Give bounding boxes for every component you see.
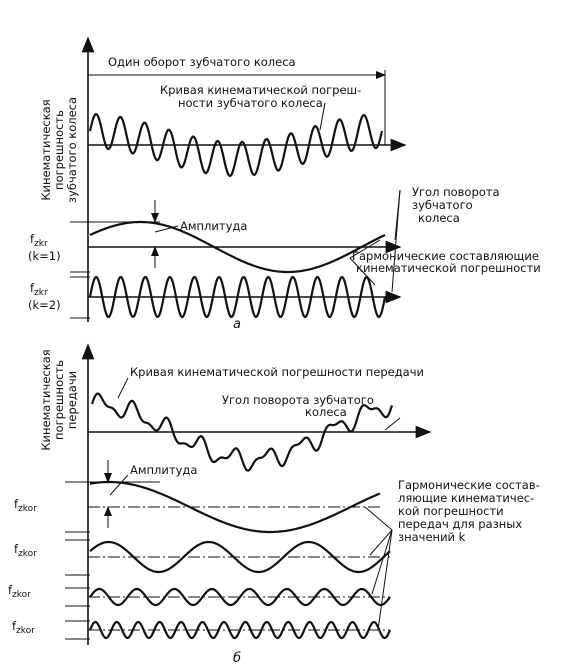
label: Кривая кинематической погрешности переда… <box>130 365 424 379</box>
leader <box>384 417 401 431</box>
leader <box>349 257 376 286</box>
leader <box>364 506 393 531</box>
curve <box>88 112 384 178</box>
axis-label: зубчатого колеса <box>65 97 79 203</box>
leader <box>117 377 129 399</box>
caption: б <box>233 651 241 666</box>
label: передач для разных <box>398 517 522 531</box>
axis-label: погрешность <box>52 360 66 440</box>
axis-label: Кинематическая <box>39 349 53 450</box>
harmonic-order: (k=1) <box>28 249 61 263</box>
curve <box>88 275 387 319</box>
harmonic-order: (k=2) <box>28 298 61 312</box>
label: Угол поворота <box>412 185 500 199</box>
axis-label: Кинематическая <box>39 99 53 200</box>
leader <box>349 239 381 259</box>
harmonic-label: fzkr <box>30 232 48 249</box>
label: кинематической погрешности <box>356 261 541 275</box>
harmonic-label: fzkor <box>14 497 37 514</box>
label: ности зубчатого колеса <box>178 96 323 110</box>
curve <box>89 220 386 274</box>
label: кой погрешности <box>398 504 504 518</box>
curve <box>89 587 391 607</box>
caption: а <box>233 317 241 332</box>
label: значений k <box>398 530 466 544</box>
label: Кривая кинематической погреш- <box>160 83 361 97</box>
label: колеса <box>305 405 347 419</box>
axis-label: передачи <box>65 371 79 429</box>
curve <box>89 480 381 534</box>
label: ляющие кинематичес- <box>398 491 534 505</box>
curve <box>88 620 392 640</box>
leader <box>391 189 401 293</box>
leader <box>371 529 393 595</box>
leader <box>377 529 393 631</box>
leader <box>319 102 326 131</box>
label: Гармонические составляющие <box>352 249 539 263</box>
leader <box>369 529 393 556</box>
curve <box>90 392 394 472</box>
harmonic-label: fzkr <box>30 281 48 298</box>
label: колеса <box>418 211 460 225</box>
leader <box>154 225 179 233</box>
leader <box>109 474 129 496</box>
label: Один оборот зубчатого колеса <box>108 55 296 69</box>
label: Гармонические состав- <box>398 478 540 492</box>
harmonic-label: fzkor <box>8 583 31 600</box>
axis-label: погрешность <box>52 110 66 190</box>
label: Амплитуда <box>130 463 197 477</box>
curve <box>89 540 391 574</box>
harmonic-label: fzkor <box>12 619 35 636</box>
label: зубчатого <box>412 198 473 212</box>
label: Амплитуда <box>180 219 247 233</box>
label: Угол поворота зубчатого <box>222 393 374 407</box>
harmonic-label: fzkor <box>14 542 37 559</box>
